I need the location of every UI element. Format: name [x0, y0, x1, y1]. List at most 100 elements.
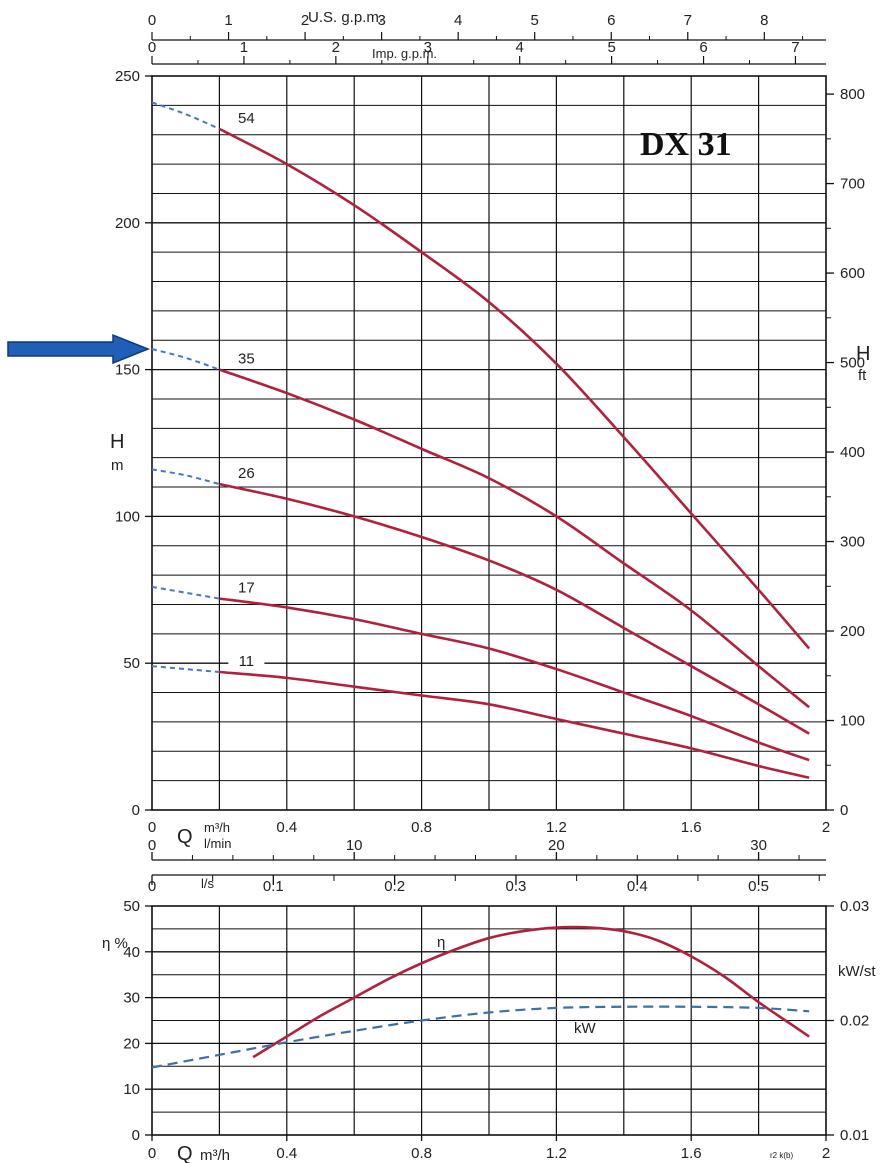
curve-label-11: 11: [239, 653, 255, 670]
ls-tick-label: 0: [148, 878, 156, 895]
us-gpm-axis-label: U.S. g.p.m.: [308, 9, 383, 26]
lower-x-tick-label: 1.6: [681, 1145, 702, 1162]
ls-tick-label: 0.5: [748, 878, 769, 895]
eta-tick-label: 50: [123, 898, 140, 915]
curve-11: [219, 670, 810, 779]
model-title: DX 31: [640, 126, 732, 163]
efficiency-curve: [252, 925, 810, 1059]
ls-tick-label: 0.3: [506, 878, 527, 895]
ls-tick-label: 0.2: [384, 878, 405, 895]
lower-x-tick-label: 2: [822, 1145, 830, 1162]
curve-54-extrapolation: [151, 101, 220, 130]
lmin-unit-label: l/min: [204, 836, 231, 851]
left-axis-h-label: H: [110, 431, 124, 453]
right-tick-label: 800: [840, 86, 865, 103]
upper-chart-grid: 0501001502002500100200300400500600700800…: [115, 12, 865, 895]
kw-tick-label: 0.03: [840, 898, 869, 915]
imp-gpm-tick-label: 0: [148, 39, 156, 56]
us-gpm-tick-label: 5: [531, 12, 539, 29]
lower-chart-grid: 0 10 20 30 40 50 0.01 0.02 0.03 0 0.4 0.8 1.2 1.6 2: [123, 898, 869, 1162]
imp-gpm-axis-label: Imp. g.p.m.: [372, 46, 437, 61]
lower-x-tick-label: 1.2: [546, 1145, 567, 1162]
right-tick-label: 0: [840, 802, 848, 819]
curve-17-extrapolation: [151, 585, 220, 600]
lower-q-axis-label: Q: [177, 1143, 193, 1163]
imp-gpm-tick-label: 1: [240, 39, 248, 56]
kw-curve-label: kW: [574, 1020, 597, 1037]
curve-label-bg: [228, 578, 265, 597]
chart-labels: DX 31 U.S. g.p.m. Imp. g.p.m. H m H ft Q…: [102, 9, 876, 1163]
right-axis-h-label: H: [856, 343, 870, 365]
right-tick-label: 700: [840, 176, 865, 193]
lower-x-tick-label: 0.4: [276, 1145, 297, 1162]
eta-axis-label: η %: [102, 935, 128, 952]
curve-label-bg: [228, 108, 265, 127]
kw-tick-label: 0.02: [840, 1013, 869, 1030]
power-curve: [151, 1005, 810, 1069]
curve-label-bg: [228, 464, 265, 483]
eta-curve-label: η: [437, 934, 445, 951]
left-tick-label: 200: [115, 215, 140, 232]
us-gpm-tick-label: 1: [224, 12, 232, 29]
imp-gpm-tick-label: 3: [424, 39, 432, 56]
upper-chart-curves: 54 35 26 17 11: [151, 101, 811, 779]
marker-arrow-icon: [7, 333, 151, 365]
us-gpm-tick-label: 3: [377, 12, 385, 29]
us-gpm-tick-label: 4: [454, 12, 462, 29]
ls-unit-label: l/s: [201, 876, 215, 891]
lower-x-tick-label: 0: [148, 1145, 156, 1162]
us-gpm-tick-label: 2: [301, 12, 309, 29]
right-axis-unit-label: ft: [858, 367, 867, 384]
lower-chart-curves: [151, 925, 810, 1069]
us-gpm-tick-label: 6: [607, 12, 615, 29]
imp-gpm-tick-label: 5: [607, 39, 615, 56]
left-tick-label: 150: [115, 362, 140, 379]
curve-54: [218, 127, 811, 650]
eta-tick-label: 20: [123, 1035, 140, 1052]
curve-label-26: 26: [238, 465, 255, 482]
lower-x-tick-label: 0.8: [411, 1145, 432, 1162]
right-tick-label: 500: [840, 355, 865, 372]
left-tick-label: 50: [123, 655, 140, 672]
m3h-tick-label: 0.8: [411, 819, 432, 836]
kw-tick-label: 0.01: [840, 1127, 869, 1144]
curve-label-54: 54: [238, 110, 255, 127]
imp-gpm-tick-label: 4: [516, 39, 524, 56]
us-gpm-tick-label: 7: [684, 12, 692, 29]
imp-gpm-tick-label: 2: [332, 39, 340, 56]
left-tick-label: 100: [115, 508, 140, 525]
curve-label-17: 17: [238, 580, 255, 597]
m3h-tick-label: 0.4: [276, 819, 297, 836]
footnote-code: r2 k(b): [770, 1151, 793, 1160]
kw-axis-label: kW/st: [838, 963, 876, 980]
m3h-tick-label: 1.2: [546, 819, 567, 836]
lower-unit-label: m³/h: [200, 1147, 230, 1163]
m3h-tick-label: 2: [822, 819, 830, 836]
right-tick-label: 400: [840, 444, 865, 461]
q-axis-label: Q: [177, 826, 193, 848]
eta-tick-label: 40: [123, 944, 140, 961]
left-tick-label: 250: [115, 68, 140, 85]
m3h-tick-label: 1.6: [681, 819, 702, 836]
lmin-tick-label: 10: [346, 837, 363, 854]
ls-tick-label: 0.1: [263, 878, 284, 895]
eta-tick-label: 0: [132, 1127, 140, 1144]
us-gpm-tick-label: 8: [760, 12, 768, 29]
m3h-tick-label: 0: [148, 819, 156, 836]
eta-tick-label: 30: [123, 990, 140, 1007]
lmin-tick-label: 30: [750, 837, 767, 854]
imp-gpm-tick-label: 6: [699, 39, 707, 56]
left-axis-unit-label: m: [111, 457, 124, 474]
eta-tick-label: 10: [123, 1081, 140, 1098]
curve-26: [219, 482, 810, 735]
right-tick-label: 600: [840, 265, 865, 282]
curve-35-extrapolation: [151, 348, 220, 371]
curve-label-bg: [228, 349, 265, 368]
left-tick-label: 0: [132, 802, 140, 819]
curve-11-extrapolation: [151, 665, 220, 674]
arrow-marker: [7, 333, 151, 365]
right-tick-label: 200: [840, 623, 865, 640]
right-tick-label: 100: [840, 713, 865, 730]
ls-tick-label: 0.4: [627, 878, 648, 895]
